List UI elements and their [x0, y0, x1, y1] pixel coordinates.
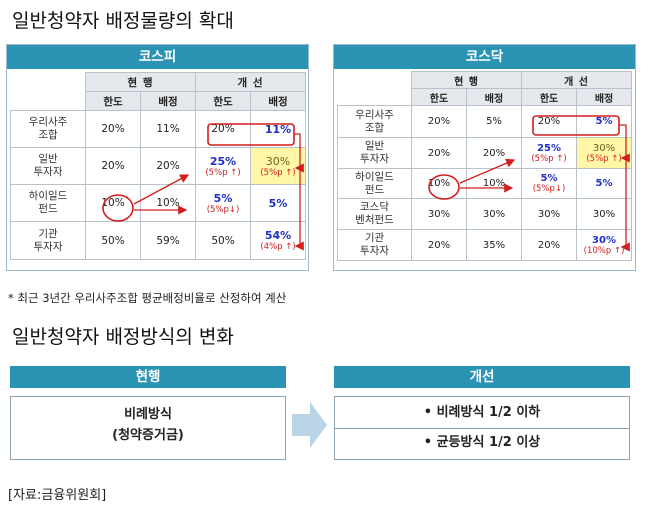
kospi-table: 현 행 개 선 한도 배정 한도 배정 우리사주 조합 20% 11% 20% 1…: [10, 72, 307, 260]
method-title: 일반청약자 배정방식의 변화: [12, 326, 234, 348]
row-label: 하이일드 펀드: [10, 184, 86, 222]
table-row: 기관 투자자 50% 59% 50% 54% (4%p ↑): [10, 221, 307, 260]
row-label: 일반 투자자: [337, 137, 412, 169]
cell: 5%: [576, 105, 633, 138]
cell: 54% (4%p ↑): [250, 221, 307, 260]
cell-highlight: 30% (5%p ↑): [576, 137, 633, 169]
cell: 50%: [195, 221, 252, 260]
cell: 30%: [465, 198, 523, 230]
cell: 5% (5%p↓): [521, 168, 578, 199]
expansion-title: 일반청약자 배정물량의 확대: [12, 10, 234, 32]
cell: 20%: [521, 105, 578, 138]
improved-method-box: • 비례방식 1/2 이하 • 균등방식 1/2 이상: [334, 396, 630, 460]
group-improved: 개 선: [521, 71, 633, 89]
cell: 59%: [139, 221, 197, 260]
cell: 30% (10%p ↑): [576, 229, 633, 261]
kosdaq-panel-title: 코스닥: [334, 45, 635, 69]
cell: 11%: [139, 110, 197, 148]
row-label: 코스닥 벤처펀드: [337, 198, 412, 230]
cell: 20%: [139, 147, 197, 185]
table-row: 하이일드 펀드 10% 10% 5% (5%p↓) 5%: [337, 168, 633, 199]
table-row: 우리사주 조합 20% 11% 20% 11%: [10, 110, 307, 148]
col-limit: 한도: [195, 91, 252, 111]
cell: 50%: [85, 221, 141, 260]
current-method-header: 현행: [10, 366, 286, 388]
cell: 11%: [250, 110, 307, 148]
cell: 35%: [465, 229, 523, 261]
improved-method-item: • 비례방식 1/2 이하: [423, 405, 541, 420]
cell: 20%: [195, 110, 252, 148]
group-current: 현 행: [84, 72, 197, 92]
cell: 5%: [250, 184, 307, 222]
group-improved: 개 선: [195, 72, 307, 92]
col-alloc: 배정: [576, 88, 633, 106]
cell: 5% (5%p↓): [195, 184, 252, 222]
table-row: 하이일드 펀드 10% 10% 5% (5%p↓) 5%: [10, 184, 307, 222]
cell: 5%: [576, 168, 633, 199]
transition-arrow-icon: [292, 402, 327, 448]
current-method-line: (청약증거금): [112, 428, 184, 443]
col-alloc: 배정: [465, 88, 523, 106]
table-row: 일반 투자자 20% 20% 25% (5%p ↑) 30% (5%p ↑): [337, 137, 633, 169]
group-current: 현 행: [410, 71, 523, 89]
current-method-line: 비례방식: [124, 407, 172, 422]
cell: 30%: [521, 198, 578, 230]
row-label: 우리사주 조합: [337, 105, 412, 138]
improved-method-item: • 균등방식 1/2 이상: [423, 435, 541, 450]
col-limit: 한도: [521, 88, 578, 106]
corner-cell: [337, 71, 412, 106]
row-label: 하이일드 펀드: [337, 168, 412, 199]
row-label: 기관 투자자: [337, 229, 412, 261]
cell: 20%: [465, 137, 523, 169]
row-label: 기관 투자자: [10, 221, 86, 260]
cell: 10%: [85, 184, 141, 222]
improved-method-header: 개선: [334, 366, 630, 388]
cell: 25% (5%p ↑): [195, 147, 252, 185]
footnote: * 최근 3년간 우리사주조합 평균배정비율로 산정하여 계산: [8, 291, 287, 305]
kosdaq-table: 현 행 개 선 한도 배정 한도 배정 우리사주 조합 20% 5% 20% 5%…: [337, 71, 633, 261]
col-limit: 한도: [411, 88, 467, 106]
cell-highlight: 30% (5%p ↑): [250, 147, 307, 185]
cell: 25% (5%p ↑): [521, 137, 578, 169]
cell: 20%: [85, 147, 141, 185]
col-alloc: 배정: [250, 91, 307, 111]
cell: 20%: [85, 110, 141, 148]
table-row: 일반 투자자 20% 20% 25% (5%p ↑) 30% (5%p ↑): [10, 147, 307, 185]
cell: 20%: [411, 105, 467, 138]
cell: 20%: [411, 229, 467, 261]
row-label: 우리사주 조합: [10, 110, 86, 148]
table-row: 기관 투자자 20% 35% 20% 30% (10%p ↑): [337, 229, 633, 261]
cell: 20%: [411, 137, 467, 169]
source-note: [자료:금융위원회]: [8, 488, 107, 503]
col-limit: 한도: [85, 91, 141, 111]
cell: 10%: [139, 184, 197, 222]
cell: 30%: [576, 198, 633, 230]
cell: 10%: [411, 168, 467, 199]
row-label: 일반 투자자: [10, 147, 86, 185]
cell: 20%: [521, 229, 578, 261]
table-row: 우리사주 조합 20% 5% 20% 5%: [337, 105, 633, 138]
col-alloc: 배정: [139, 91, 197, 111]
cell: 5%: [465, 105, 523, 138]
table-row: 코스닥 벤처펀드 30% 30% 30% 30%: [337, 198, 633, 230]
cell: 30%: [411, 198, 467, 230]
current-method-box: 비례방식 (청약증거금): [10, 396, 286, 460]
cell: 10%: [465, 168, 523, 199]
kospi-panel-title: 코스피: [7, 45, 308, 69]
corner-cell: [10, 72, 86, 111]
